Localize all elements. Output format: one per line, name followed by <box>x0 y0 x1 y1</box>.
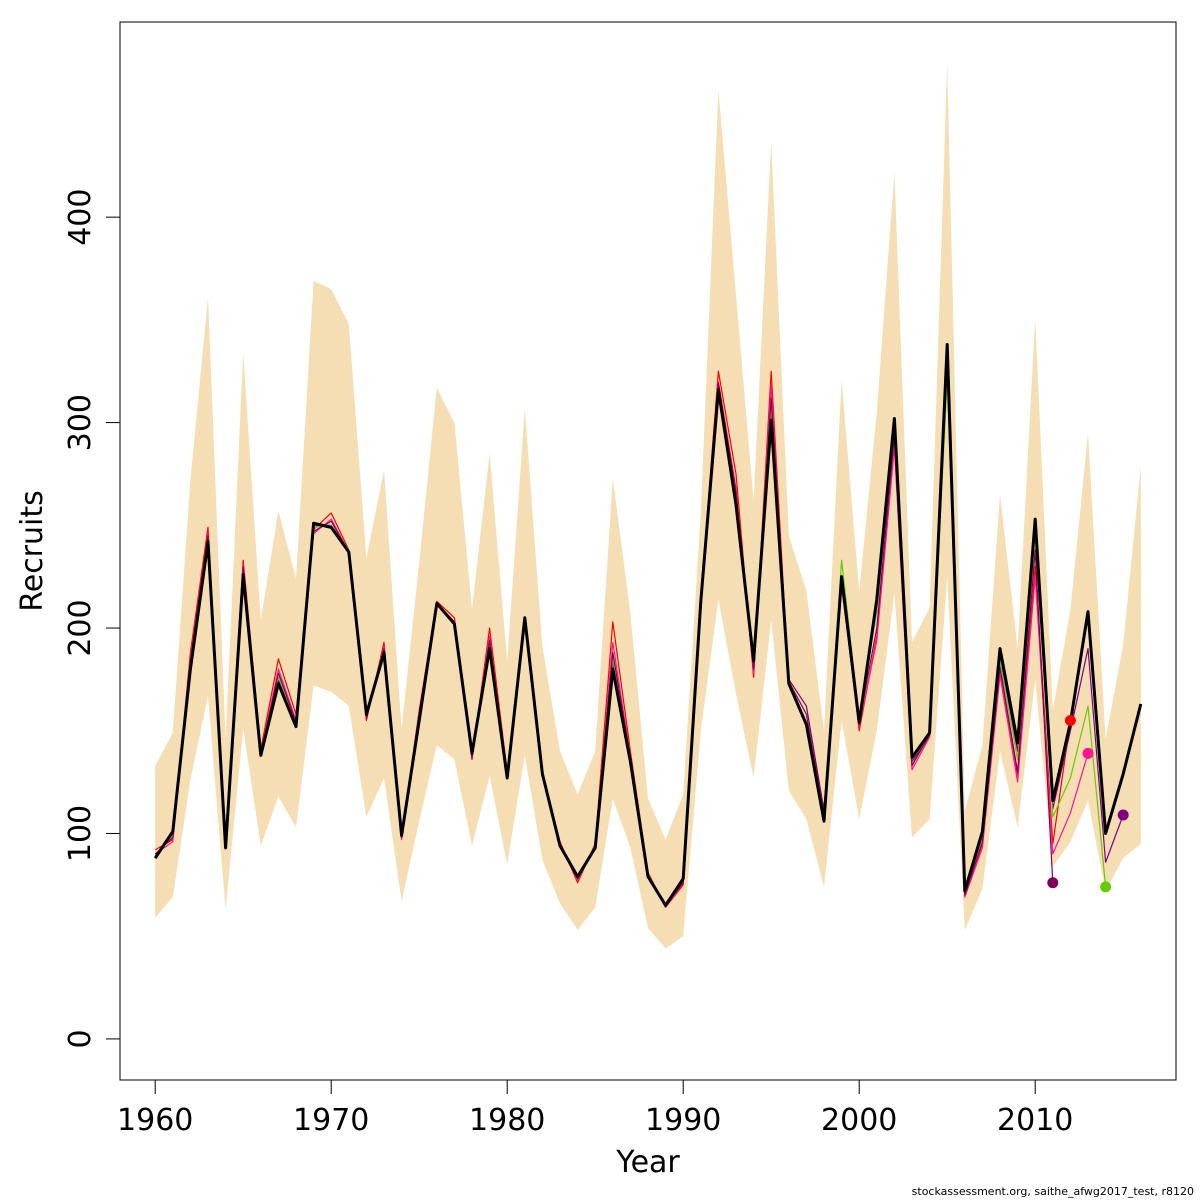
terminal-point-2015 <box>1117 809 1129 821</box>
terminal-point-2013 <box>1082 747 1094 759</box>
y-tick-label-0: 0 <box>63 1029 98 1048</box>
terminal-point-2014 <box>1100 881 1112 893</box>
x-tick-label-1990: 1990 <box>645 1103 721 1138</box>
series-line-5 <box>153 343 1143 907</box>
series-layer <box>153 343 1143 909</box>
terminal-point-2012 <box>1064 714 1076 726</box>
y-tick-label-200: 200 <box>63 599 98 656</box>
confidence-band <box>155 63 1141 949</box>
y-tick-label-300: 300 <box>63 394 98 451</box>
x-tick-label-2010: 2010 <box>997 1103 1073 1138</box>
x-axis: 1960 1970 1980 1990 2000 2010 <box>117 1079 1073 1138</box>
y-tick-label-400: 400 <box>63 189 98 246</box>
x-tick-label-1960: 1960 <box>117 1103 193 1138</box>
y-axis-title: Recruits <box>15 490 50 612</box>
y-axis: 0 100 200 300 400 <box>63 189 121 1048</box>
y-tick-label-100: 100 <box>63 805 98 862</box>
footer-credit: stockassessment.org, saithe_afwg2017_tes… <box>911 1185 1194 1198</box>
confidence-band-layer <box>155 63 1141 949</box>
x-tick-label-1970: 1970 <box>293 1103 369 1138</box>
terminal-point-2011 <box>1047 877 1059 889</box>
x-tick-label-2000: 2000 <box>821 1103 897 1138</box>
x-axis-title: Year <box>615 1145 680 1180</box>
x-tick-label-1980: 1980 <box>469 1103 545 1138</box>
terminal-points-layer <box>1047 714 1129 893</box>
